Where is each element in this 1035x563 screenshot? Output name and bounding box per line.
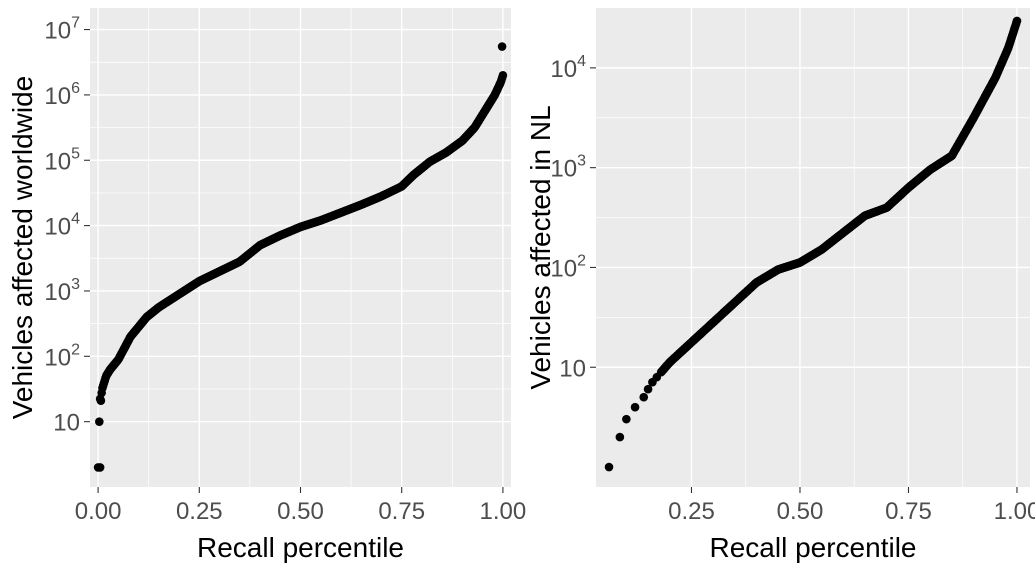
x-tick-label: 0.75 [885, 498, 932, 525]
data-point [1012, 16, 1022, 26]
y-tick-base: 10 [559, 355, 586, 382]
y-tick-exponent: 5 [71, 145, 80, 162]
x-tick-label: 0.25 [668, 498, 715, 525]
y-tick-label: 102 [44, 341, 80, 371]
y-tick-label: 103 [44, 276, 80, 306]
y-axis-title: Vehicles affected in NL [525, 105, 556, 389]
data-point [639, 392, 649, 402]
data-point [615, 432, 625, 442]
x-axis-title: Recall percentile [710, 532, 917, 563]
y-tick-base: 10 [550, 255, 577, 282]
data-points [93, 42, 508, 472]
y-axis-title: Vehicles affected worldwide [7, 76, 38, 419]
y-tick-label: 106 [44, 80, 80, 110]
y-tick-label: 102 [550, 252, 586, 282]
x-tick-label: 1.00 [994, 498, 1035, 525]
x-axis-title: Recall percentile [197, 532, 404, 563]
data-point [630, 402, 640, 412]
y-tick-exponent: 3 [71, 276, 80, 293]
x-tick-label: 0.00 [75, 498, 122, 525]
x-tick-label: 0.25 [176, 498, 223, 525]
x-tick-label: 0.50 [277, 498, 324, 525]
y-tick-base: 10 [550, 156, 577, 183]
y-tick-label: 105 [44, 145, 80, 175]
chart-panel-left: 0.00 0.25 0.50 0.75 1.0010102103104105106107… [7, 8, 526, 563]
y-tick-exponent: 4 [577, 53, 586, 70]
plot-background [596, 8, 1030, 487]
y-tick-exponent: 6 [71, 80, 80, 97]
y-tick-base: 10 [550, 56, 577, 83]
y-tick-exponent: 7 [71, 15, 80, 32]
y-tick-exponent: 4 [71, 211, 80, 228]
data-point [497, 42, 507, 51]
y-tick-label: 103 [550, 153, 586, 183]
y-tick-base: 10 [44, 148, 71, 175]
data-point [622, 414, 631, 424]
y-tick-exponent: 3 [577, 153, 586, 170]
y-tick-base: 10 [53, 410, 80, 437]
data-point [652, 372, 662, 382]
data-point [498, 71, 508, 80]
data-point [95, 394, 105, 404]
y-tick-label: 107 [44, 15, 80, 45]
data-points [604, 16, 1022, 472]
y-tick-exponent: 2 [577, 252, 586, 269]
data-point [643, 384, 653, 394]
y-tick-label: 104 [550, 53, 586, 83]
y-tick-base: 10 [44, 344, 71, 371]
x-tick-label: 1.00 [480, 498, 527, 525]
y-tick-base: 10 [44, 214, 71, 241]
x-tick-label: 0.50 [777, 498, 824, 525]
y-tick-base: 10 [44, 279, 71, 306]
data-point [93, 463, 103, 472]
x-tick-label: 0.75 [378, 498, 425, 525]
y-tick-label: 10 [53, 410, 80, 437]
y-tick-label: 10 [559, 355, 586, 382]
data-point [604, 462, 614, 472]
y-tick-exponent: 2 [71, 341, 80, 358]
y-tick-base: 10 [44, 83, 71, 110]
y-tick-base: 10 [44, 18, 71, 45]
y-tick-label: 104 [44, 211, 80, 241]
data-point [95, 417, 104, 426]
